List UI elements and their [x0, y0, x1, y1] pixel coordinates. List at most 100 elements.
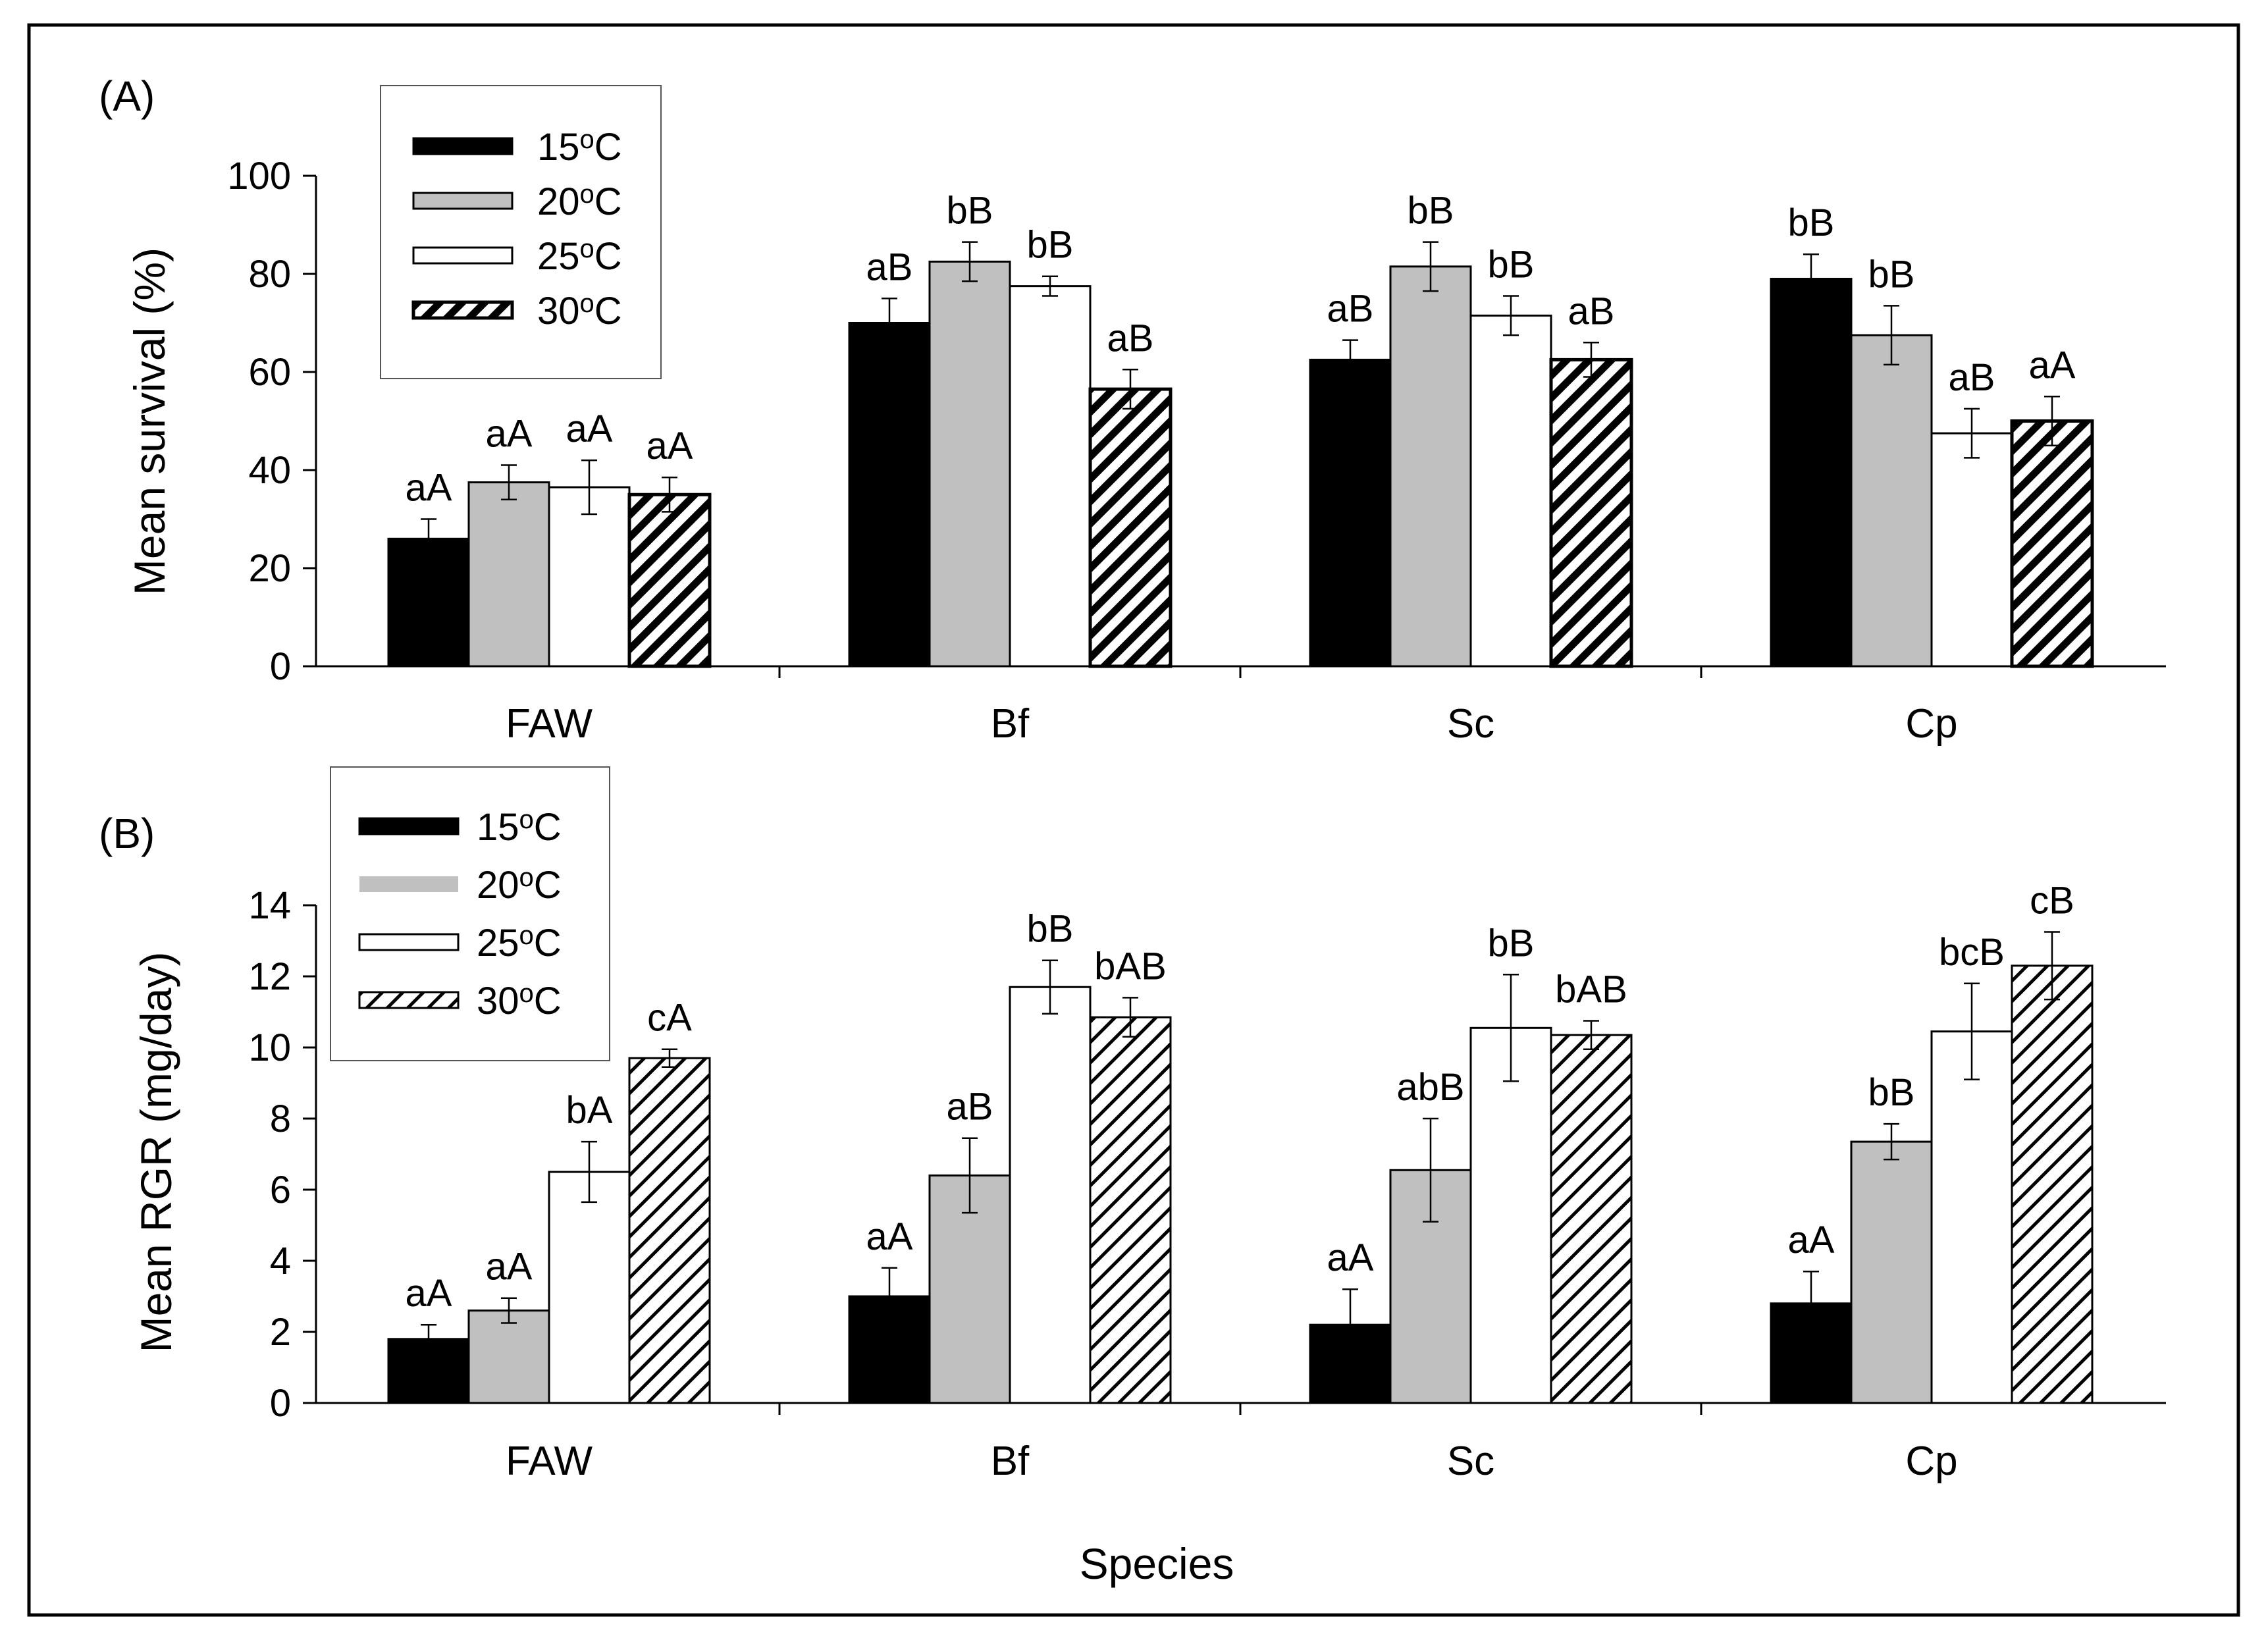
- y-tick-label: 60: [248, 351, 291, 394]
- y-tick-label: 12: [248, 955, 291, 998]
- bar: [1009, 986, 1092, 1404]
- significance-label: aB: [1568, 290, 1615, 332]
- bar: [1309, 358, 1392, 668]
- x-tick-label: Cp: [1905, 701, 1957, 747]
- bar: [548, 1171, 631, 1404]
- bar: [2010, 419, 2094, 668]
- bar: [848, 322, 931, 668]
- y-tick-label: 8: [270, 1098, 291, 1140]
- bar: [1930, 432, 2013, 668]
- panel-a-chart: (A) Mean survival (%) 0 20 40 60 80 100 FAW aA aA a…: [99, 72, 2166, 747]
- significance-label: aA: [1327, 1236, 1374, 1279]
- legend-box: [380, 85, 662, 379]
- y-tick-label: 40: [248, 449, 291, 492]
- y-tick-label: 0: [270, 645, 291, 688]
- significance-label: aB: [1327, 288, 1374, 331]
- y-tick-label: 20: [248, 547, 291, 590]
- bar: [1930, 1030, 2013, 1404]
- y-tick-label: 6: [270, 1169, 291, 1211]
- bar: [467, 1309, 550, 1404]
- significance-label: aA: [566, 408, 613, 450]
- significance-label: aA: [866, 1215, 913, 1258]
- legend-label: 20oC: [537, 180, 622, 223]
- bar: [627, 492, 712, 668]
- x-tick-label: Sc: [1447, 701, 1494, 747]
- panel-b-chart: (B) Mean RGR (mg/day) 0 2 4 6 8 10 12 14 FAW aA aA bA…: [99, 766, 2166, 1484]
- bar: [1088, 387, 1173, 668]
- bar: [1550, 1034, 1633, 1404]
- legend-label: 30oC: [537, 289, 622, 332]
- legend: 15oC 20oC 25oC 30oC: [330, 766, 610, 1061]
- significance-label: bcB: [1939, 931, 2005, 974]
- bar: [1549, 357, 1633, 668]
- significance-label: aA: [1788, 1219, 1835, 1261]
- significance-label: bB: [1488, 244, 1535, 286]
- significance-label: cB: [2030, 880, 2074, 922]
- significance-label: bB: [1488, 922, 1535, 965]
- bar: [1770, 277, 1853, 668]
- bar: [467, 481, 550, 668]
- legend-box: [330, 766, 610, 1061]
- y-tick-label: 4: [270, 1240, 291, 1283]
- legend-label: 15oC: [537, 125, 622, 169]
- bar: [1469, 314, 1552, 668]
- x-tick-label: Cp: [1905, 1439, 1957, 1484]
- legend-swatch: [412, 192, 514, 210]
- bar: [1850, 1140, 1933, 1404]
- x-axis-title: Species: [1080, 1539, 1234, 1588]
- legend: 15oC 20oC 25oC 30oC: [380, 85, 662, 379]
- significance-label: bA: [566, 1089, 613, 1132]
- significance-label: bB: [1868, 1071, 1915, 1114]
- bar: [928, 260, 1011, 668]
- bar: [1469, 1026, 1552, 1404]
- significance-label: aA: [486, 413, 533, 456]
- significance-label: aA: [406, 1272, 452, 1315]
- significance-label: bAB: [1094, 945, 1167, 988]
- panel-label: (A): [99, 72, 155, 120]
- legend-swatch: [412, 246, 514, 265]
- significance-label: bB: [1788, 201, 1835, 244]
- significance-label: bB: [1027, 224, 1074, 267]
- y-tick-label: 10: [248, 1026, 291, 1069]
- significance-label: aA: [406, 467, 452, 510]
- y-axis-title: Mean RGR (mg/day): [132, 952, 180, 1353]
- significance-label: bB: [1868, 253, 1915, 296]
- significance-label: aB: [947, 1086, 993, 1128]
- bar: [387, 537, 470, 668]
- significance-label: bB: [947, 190, 993, 232]
- bar: [1089, 1016, 1172, 1404]
- legend-swatch: [411, 300, 514, 320]
- y-tick-label: 80: [248, 253, 291, 296]
- x-tick-label: FAW: [506, 1439, 593, 1484]
- significance-label: aA: [486, 1246, 533, 1288]
- x-tick-label: Bf: [991, 1439, 1030, 1484]
- bar: [1009, 285, 1092, 668]
- x-tick-label: Bf: [991, 701, 1030, 747]
- y-tick-label: 14: [248, 884, 291, 927]
- panel-label: (B): [99, 810, 155, 857]
- legend-label: 30oC: [477, 979, 562, 1022]
- significance-label: aB: [1107, 317, 1154, 359]
- significance-label: cA: [647, 997, 692, 1040]
- bar: [628, 1057, 711, 1404]
- legend-swatch: [358, 991, 460, 1009]
- bar: [2011, 965, 2094, 1404]
- significance-label: aA: [2029, 344, 2076, 386]
- y-tick-label: 2: [270, 1311, 291, 1354]
- legend-label: 25oC: [537, 234, 622, 278]
- significance-label: bAB: [1555, 968, 1627, 1011]
- y-tick-label: 100: [227, 155, 291, 198]
- significance-label: abB: [1396, 1066, 1464, 1109]
- significance-label: aB: [1949, 356, 1995, 399]
- x-tick-label: Sc: [1447, 1439, 1494, 1484]
- legend-label: 15oC: [477, 805, 562, 849]
- significance-label: bB: [1408, 190, 1454, 232]
- bar: [1850, 334, 1933, 668]
- y-axis-title: Mean survival (%): [125, 248, 174, 595]
- x-tick-label: FAW: [506, 701, 593, 747]
- legend-swatch: [358, 817, 460, 835]
- bar: [1389, 265, 1472, 668]
- legend-swatch: [358, 933, 460, 951]
- legend-swatch: [359, 876, 458, 892]
